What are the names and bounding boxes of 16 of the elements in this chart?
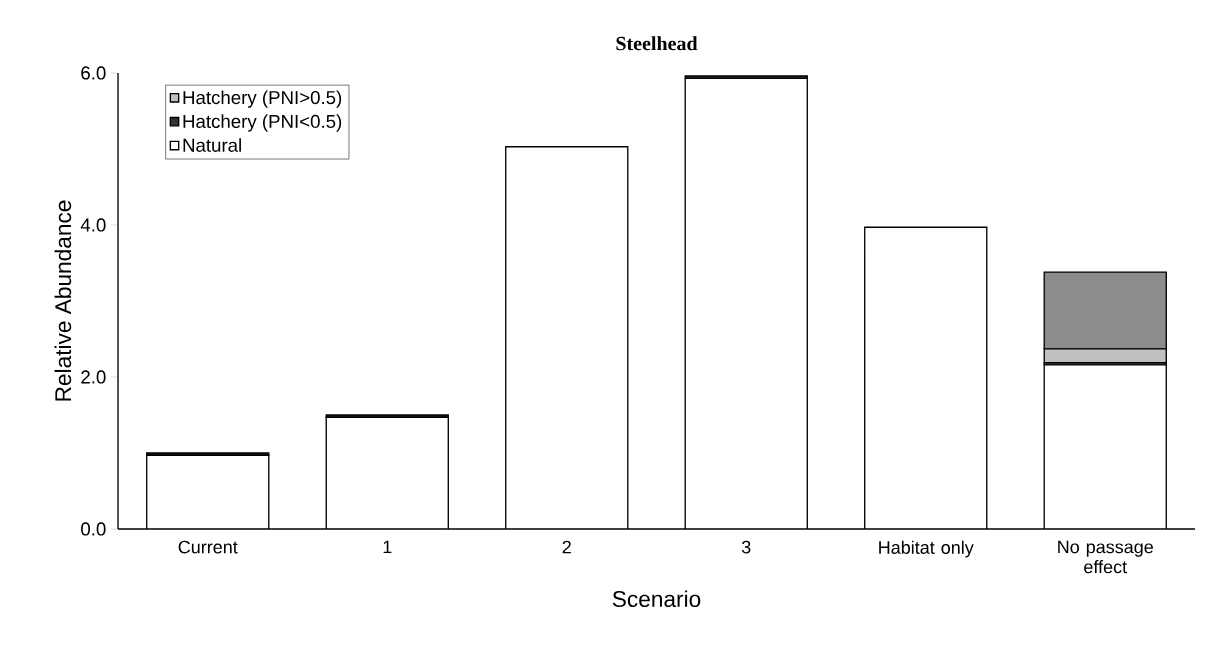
legend-label: Hatchery (PNI<0.5) <box>183 114 342 132</box>
x-tick-label: 3 <box>741 540 751 554</box>
x-tick-label: 1 <box>383 540 392 554</box>
y-tick-label: 0.0 <box>81 522 106 536</box>
x-tick-label: Habitat only <box>879 540 974 558</box>
x-axis-title: Scenario <box>612 590 701 608</box>
legend-label: Hatchery (PNI>0.5) <box>183 90 342 108</box>
y-axis-title: Relative Abundance <box>54 200 72 401</box>
x-tick-label: No passage effect <box>1058 540 1153 574</box>
y-tick-label: 4.0 <box>80 218 106 232</box>
x-tick-label: 2 <box>562 540 571 554</box>
chart-title: Steelhead <box>616 36 698 51</box>
legend-label: Natural <box>183 138 241 152</box>
y-tick-label: 6.0 <box>81 66 106 80</box>
y-tick-label: 2.0 <box>81 370 106 384</box>
x-tick-label: Current <box>178 540 238 554</box>
